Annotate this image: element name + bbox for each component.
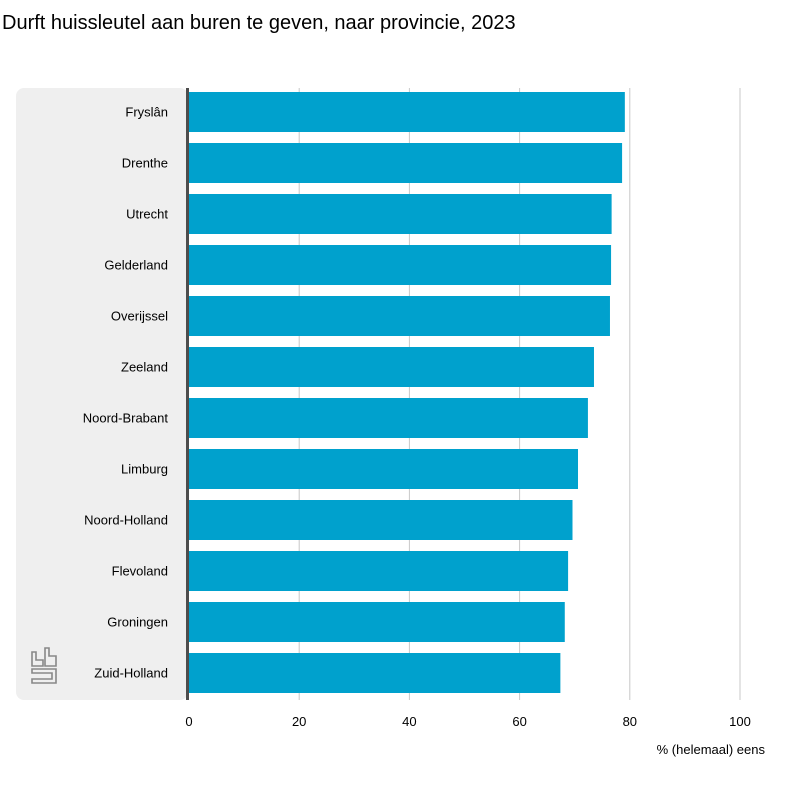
category-label: Noord-Brabant (83, 411, 169, 426)
category-label: Fryslân (125, 105, 168, 120)
x-tick-label: 20 (292, 714, 306, 729)
category-label: Groningen (107, 615, 168, 630)
category-labels: Fryslân Drenthe Utrecht Gelderland Overijsse… (83, 105, 169, 681)
bar (189, 143, 623, 183)
category-label: Utrecht (126, 207, 168, 222)
x-tick-label: 40 (402, 714, 416, 729)
category-label: Zeeland (121, 360, 168, 375)
x-tick-label: 100 (729, 714, 751, 729)
category-label: Zuid-Holland (94, 666, 168, 681)
category-label: Flevoland (112, 564, 168, 579)
category-label-panel (16, 88, 188, 700)
chart-title: Durft huissleutel aan buren te geven, na… (2, 12, 516, 34)
bars (189, 92, 625, 693)
bar (189, 449, 579, 489)
category-label: Noord-Holland (84, 513, 168, 528)
bar (189, 398, 588, 438)
bar (189, 296, 610, 336)
x-axis-title: % (helemaal) eens (657, 742, 766, 757)
x-tick-labels: 0 20 40 60 80 100 (185, 714, 750, 729)
bar (189, 653, 561, 693)
bar (189, 500, 573, 540)
category-label: Limburg (121, 462, 168, 477)
x-tick-label: 0 (185, 714, 192, 729)
x-tick-label: 80 (623, 714, 637, 729)
bar (189, 347, 594, 387)
category-label: Drenthe (122, 156, 168, 171)
cbs-logo-icon (31, 647, 57, 684)
bar (189, 194, 612, 234)
bar (189, 245, 612, 285)
x-tick-label: 60 (512, 714, 526, 729)
category-label: Gelderland (104, 258, 168, 273)
bar (189, 602, 565, 642)
bar (189, 92, 625, 132)
gridlines (298, 88, 741, 700)
bar (189, 551, 569, 591)
category-label: Overijssel (111, 309, 168, 324)
